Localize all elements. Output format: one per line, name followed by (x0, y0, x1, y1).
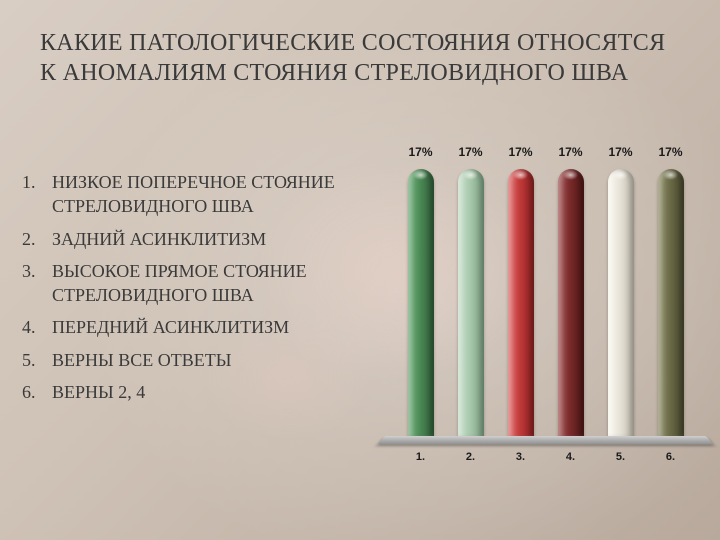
bar-category-label: 6. (646, 451, 696, 463)
bar (408, 169, 434, 439)
answer-number: 3. (22, 259, 52, 308)
bar (508, 169, 534, 439)
answer-text: ЗАДНИЙ АСИНКЛИТИЗМ (52, 227, 402, 251)
answer-text: ВЫСОКОЕ ПРЯМОЕ СТОЯНИЕ СТРЕЛОВИДНОГО ШВА (52, 259, 402, 308)
answer-number: 4. (22, 315, 52, 339)
bar-value-label: 17% (396, 145, 446, 159)
answer-text: ПЕРЕДНИЙ АСИНКЛИТИЗМ (52, 315, 402, 339)
answer-item: 6.ВЕРНЫ 2, 4 (22, 380, 402, 404)
bar-category-label: 2. (446, 451, 496, 463)
answer-item: 2.ЗАДНИЙ АСИНКЛИТИЗМ (22, 227, 402, 251)
bar-slot (446, 169, 496, 439)
answer-number: 6. (22, 380, 52, 404)
bar-value-label: 17% (496, 145, 546, 159)
answer-number: 5. (22, 348, 52, 372)
answer-item: 5.ВЕРНЫ ВСЕ ОТВЕТЫ (22, 348, 402, 372)
answer-text: НИЗКОЕ ПОПЕРЕЧНОЕ СТОЯНИЕ СТРЕЛОВИДНОГО … (52, 170, 402, 219)
answer-item: 4.ПЕРЕДНИЙ АСИНКЛИТИЗМ (22, 315, 402, 339)
bar-category-label: 5. (596, 451, 646, 463)
answer-item: 3.ВЫСОКОЕ ПРЯМОЕ СТОЯНИЕ СТРЕЛОВИДНОГО Ш… (22, 259, 402, 308)
answer-text: ВЕРНЫ 2, 4 (52, 380, 402, 404)
answer-list: 1.НИЗКОЕ ПОПЕРЕЧНОЕ СТОЯНИЕ СТРЕЛОВИДНОГ… (22, 170, 402, 412)
slide-title: КАКИЕ ПАТОЛОГИЧЕСКИЕ СОСТОЯНИЯ ОТНОСЯТСЯ… (40, 28, 680, 88)
bar (458, 169, 484, 439)
bar-category-label: 1. (396, 451, 446, 463)
bar-slot (496, 169, 546, 439)
bar-slot (646, 169, 696, 439)
bar-value-label: 17% (596, 145, 646, 159)
bar-value-label: 17% (546, 145, 596, 159)
slide: КАКИЕ ПАТОЛОГИЧЕСКИЕ СОСТОЯНИЯ ОТНОСЯТСЯ… (0, 0, 720, 540)
bar (558, 169, 584, 439)
bar-category-label: 3. (496, 451, 546, 463)
bar-category-label: 4. (546, 451, 596, 463)
bar (608, 169, 634, 439)
bar-slot (546, 169, 596, 439)
answer-number: 2. (22, 227, 52, 251)
answer-text: ВЕРНЫ ВСЕ ОТВЕТЫ (52, 348, 402, 372)
bar-value-label: 17% (646, 145, 696, 159)
bar (658, 169, 684, 439)
bar-value-label: 17% (446, 145, 496, 159)
bar-slot (596, 169, 646, 439)
chart-plot (393, 169, 698, 439)
bar-slot (396, 169, 446, 439)
answer-number: 1. (22, 170, 52, 219)
bar-chart: 17% 1. 17% 2. 17% 3. 17% 4. 17% 5. 17% 6. (393, 145, 698, 475)
answer-item: 1.НИЗКОЕ ПОПЕРЕЧНОЕ СТОЯНИЕ СТРЕЛОВИДНОГ… (22, 170, 402, 219)
